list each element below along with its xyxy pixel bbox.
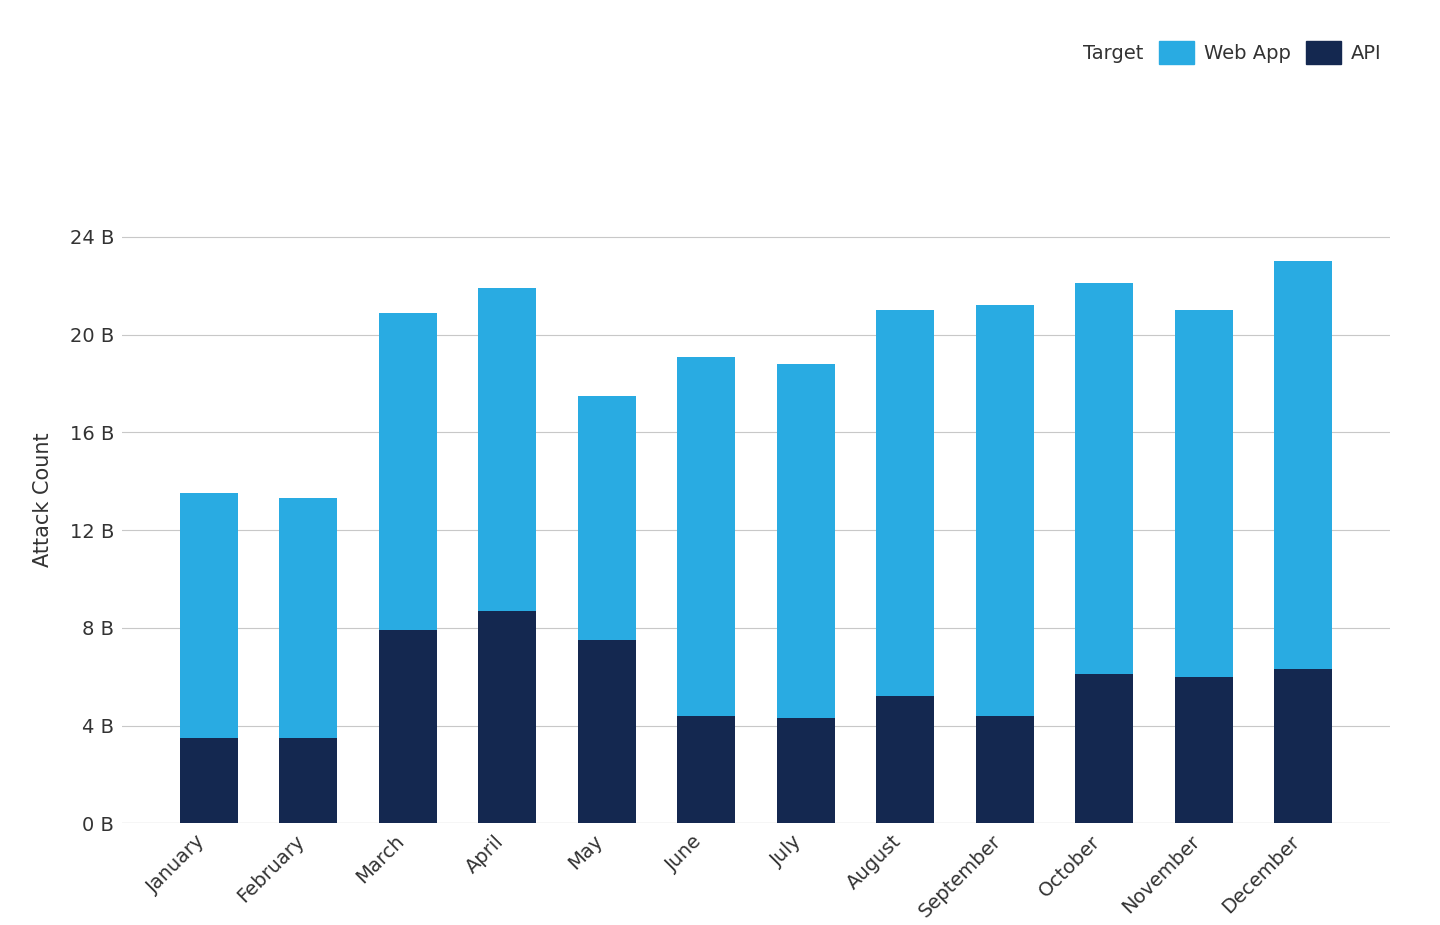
Bar	[877, 310, 935, 697]
Text: Akamai: Akamai	[1234, 58, 1361, 87]
Bar	[180, 738, 238, 823]
Bar	[279, 738, 337, 823]
Bar	[180, 493, 238, 738]
Y-axis label: Attack Count: Attack Count	[33, 432, 53, 567]
Bar	[478, 289, 536, 610]
Bar	[577, 640, 635, 823]
Bar	[379, 630, 436, 823]
Bar	[279, 499, 337, 738]
Text: January 1, 2023 – December 31, 2023: January 1, 2023 – December 31, 2023	[39, 95, 462, 116]
Bar	[1175, 677, 1233, 823]
Text: API Monthly Web Attacks: API Monthly Web Attacks	[39, 31, 592, 69]
Bar	[976, 305, 1034, 716]
Bar	[1175, 310, 1233, 677]
Bar	[1076, 283, 1133, 674]
Bar	[677, 356, 734, 716]
Bar	[1274, 670, 1332, 823]
Bar	[478, 610, 536, 823]
Bar	[677, 716, 734, 823]
Bar	[1076, 674, 1133, 823]
Bar	[1274, 261, 1332, 670]
Bar	[577, 396, 635, 640]
Bar	[976, 716, 1034, 823]
Bar	[778, 718, 835, 823]
Legend: Target, Web App, API: Target, Web App, API	[1031, 33, 1390, 71]
Bar	[877, 697, 935, 823]
Bar	[379, 313, 436, 630]
Bar	[778, 364, 835, 718]
